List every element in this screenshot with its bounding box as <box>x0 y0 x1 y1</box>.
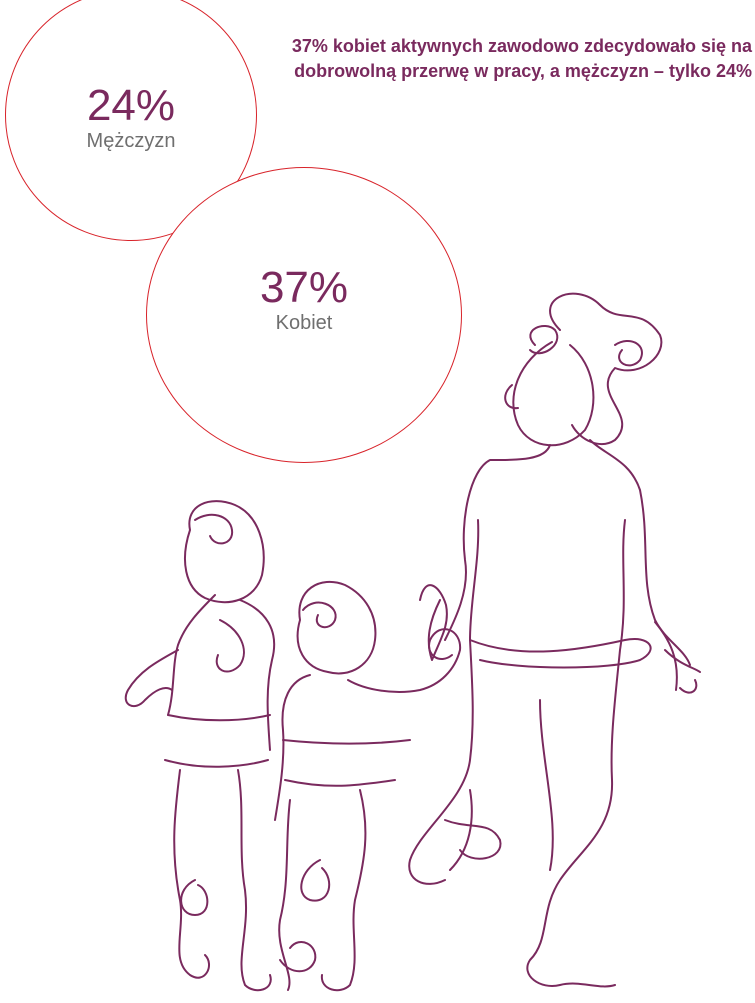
stat-men: 24% Mężczyzn <box>6 83 256 153</box>
woman-figure <box>408 292 701 988</box>
boy-figure <box>274 580 462 992</box>
stat-women-label: Kobiet <box>275 312 333 334</box>
stat-men-label: Mężczyzn <box>86 130 176 152</box>
stat-men-value: 24% <box>86 81 176 130</box>
girl-figure <box>124 500 276 992</box>
stat-women: 37% Kobiet <box>147 265 461 335</box>
stat-women-value: 37% <box>259 263 349 312</box>
stat-circle-women: 37% Kobiet <box>146 167 462 463</box>
headline: 37% kobiet aktywnych zawodowo zdecydował… <box>291 36 752 81</box>
